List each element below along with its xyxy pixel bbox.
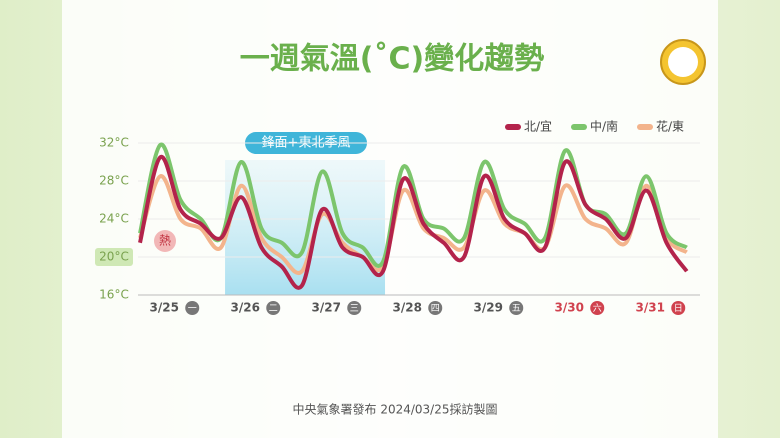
- weekday-badge: [428, 301, 443, 315]
- weekday-label: 二: [269, 304, 278, 314]
- legend-label: 花/東: [656, 119, 684, 134]
- weekday-label: 四: [431, 304, 440, 314]
- weekday-badge: [185, 301, 200, 315]
- y-tick-label: 16°C: [99, 288, 129, 302]
- x-tick-label: 3/30: [555, 301, 584, 315]
- logo: [660, 39, 706, 85]
- hot-badge: [154, 230, 176, 252]
- weekday-badge: [590, 301, 605, 315]
- chart-title: 一週氣溫(˚C)變化趨勢: [240, 41, 544, 77]
- weekday-badge: [347, 301, 362, 315]
- legend-label: 中/南: [590, 119, 618, 134]
- legend-label: 北/宜: [524, 119, 552, 134]
- weekday-label: 一: [188, 304, 197, 314]
- x-tick-label: 3/28: [393, 301, 422, 315]
- y-tick-label: 32°C: [99, 136, 129, 150]
- footer: 中央氣象署發布 2024/03/25採訪製圖: [293, 402, 498, 417]
- y-tick-label: 20°C: [99, 250, 129, 264]
- y-tick-label: 24°C: [99, 212, 129, 226]
- series-line: [138, 155, 689, 290]
- weekday-label: 三: [350, 304, 359, 314]
- weekday-badge: [671, 301, 686, 315]
- hot-label: 熱: [159, 234, 171, 248]
- x-tick-label: 3/27: [312, 301, 341, 315]
- weekday-label: 六: [593, 302, 602, 314]
- weekday-badge: [509, 301, 524, 315]
- y-tick-label: 28°C: [99, 174, 129, 188]
- x-tick-label: 3/29: [474, 301, 503, 315]
- tick-highlight: [95, 248, 133, 266]
- weekday-label: 日: [674, 303, 683, 314]
- weekday-badge: [266, 301, 281, 315]
- weekday-label: 五: [512, 304, 521, 314]
- x-tick-label: 3/31: [636, 301, 665, 315]
- x-tick-label: 3/25: [150, 301, 179, 315]
- x-tick-label: 3/26: [231, 301, 260, 315]
